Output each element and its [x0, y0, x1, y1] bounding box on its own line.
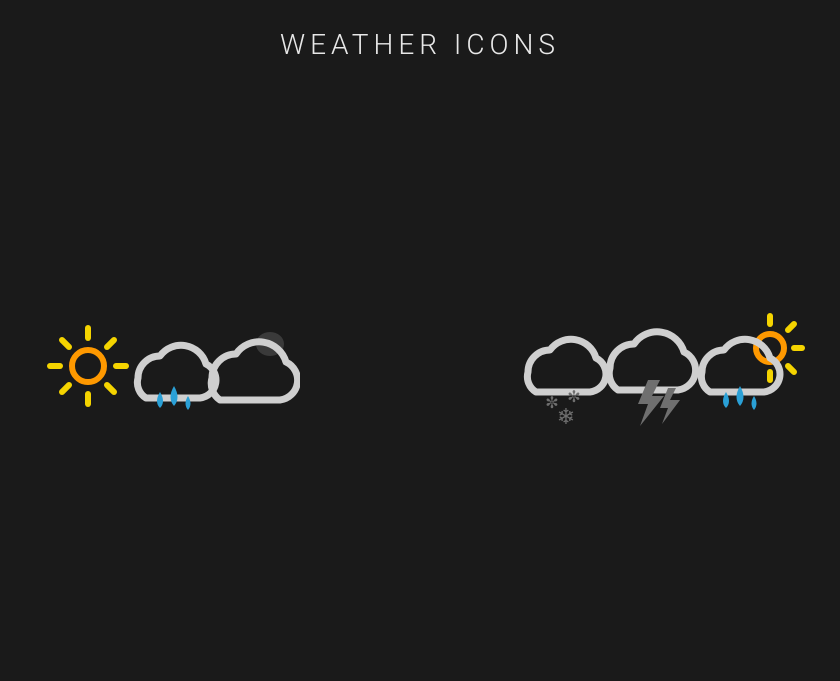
sun-cloud-rain-icon: [701, 316, 802, 410]
svg-text:❄: ❄: [557, 404, 575, 429]
page-title: WEATHER ICONS: [0, 28, 840, 61]
cloud-snow-icon: ✼ ✼ ❄: [527, 339, 606, 429]
cloud-rain-icon: [137, 345, 216, 410]
sun-icon: [50, 328, 126, 404]
cloud-lightning-icon: [609, 332, 695, 426]
cloud-icon: [211, 332, 297, 400]
icon-cluster-left: [40, 308, 300, 448]
weather-stage: WEATHER ICONS: [0, 28, 840, 681]
icon-cluster-right: ✼ ✼ ❄: [510, 308, 810, 468]
